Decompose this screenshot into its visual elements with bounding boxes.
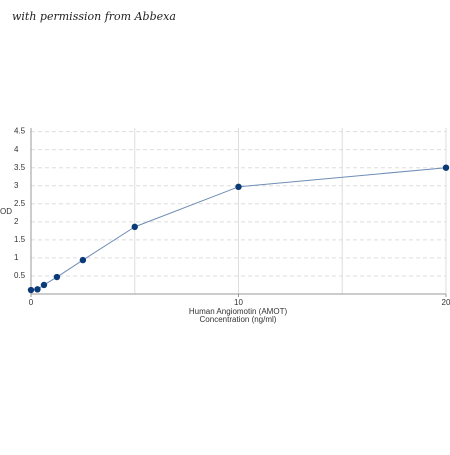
point <box>27 286 35 294</box>
y-tick-label: 3 <box>14 181 19 190</box>
watermark: with permission from Abbexa <box>12 10 176 23</box>
x-axis-label: Concentration (ng/ml) <box>200 315 277 324</box>
point <box>79 256 87 264</box>
point <box>235 183 242 191</box>
x-tick-label: 0 <box>29 298 34 307</box>
y-tick-label: 4 <box>14 145 19 154</box>
point <box>131 223 138 231</box>
y-tick-label: 2 <box>14 217 19 226</box>
point <box>442 164 450 171</box>
point <box>40 281 48 289</box>
y-tick-label: 1 <box>14 253 19 262</box>
point <box>34 286 41 293</box>
y-tick-label: 3.5 <box>14 163 26 172</box>
y-tick-label: 0.5 <box>14 271 26 280</box>
x-tick-label: 10 <box>234 298 243 307</box>
y-axis-label: OD <box>0 207 12 216</box>
y-tick-label: 4.5 <box>14 127 26 136</box>
y-tick-label: 1.5 <box>14 235 26 244</box>
point <box>53 273 61 281</box>
x-axis-label: Human Angiomotin (AMOT) <box>189 307 288 316</box>
y-tick-label: 2.5 <box>14 199 26 208</box>
x-tick-label: 20 <box>442 298 450 307</box>
